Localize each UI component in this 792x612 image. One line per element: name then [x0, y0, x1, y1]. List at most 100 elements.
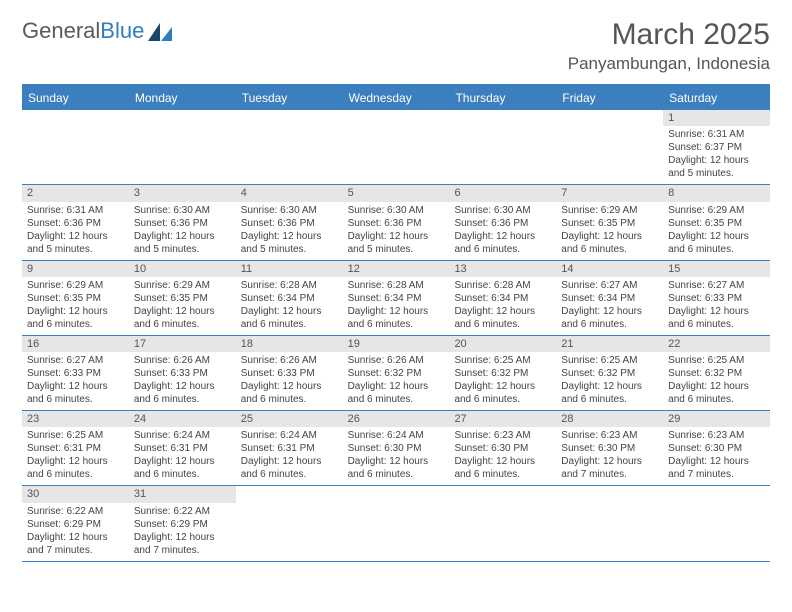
- day-line: Sunset: 6:34 PM: [241, 292, 338, 305]
- day-line: Sunset: 6:29 PM: [27, 518, 124, 531]
- day-cell: 23Sunrise: 6:25 AMSunset: 6:31 PMDayligh…: [22, 411, 129, 485]
- day-number: 4: [236, 185, 343, 201]
- day-line: Sunrise: 6:26 AM: [241, 354, 338, 367]
- month-title: March 2025: [568, 18, 770, 52]
- day-line: Daylight: 12 hours: [27, 531, 124, 544]
- day-line: and 6 minutes.: [241, 318, 338, 331]
- day-line: Daylight: 12 hours: [134, 531, 231, 544]
- day-line: and 6 minutes.: [454, 318, 551, 331]
- day-details: Sunrise: 6:24 AMSunset: 6:31 PMDaylight:…: [236, 427, 343, 485]
- day-cell: 12Sunrise: 6:28 AMSunset: 6:34 PMDayligh…: [343, 261, 450, 335]
- day-cell: 3Sunrise: 6:30 AMSunset: 6:36 PMDaylight…: [129, 185, 236, 259]
- day-details: Sunrise: 6:27 AMSunset: 6:34 PMDaylight:…: [556, 277, 663, 335]
- day-line: and 6 minutes.: [668, 243, 765, 256]
- day-line: Sunset: 6:29 PM: [134, 518, 231, 531]
- day-line: Sunset: 6:31 PM: [241, 442, 338, 455]
- day-line: and 6 minutes.: [27, 318, 124, 331]
- week-row: 1Sunrise: 6:31 AMSunset: 6:37 PMDaylight…: [22, 110, 770, 185]
- day-details: Sunrise: 6:25 AMSunset: 6:32 PMDaylight:…: [449, 352, 556, 410]
- day-details: Sunrise: 6:27 AMSunset: 6:33 PMDaylight:…: [22, 352, 129, 410]
- day-line: Sunrise: 6:30 AM: [134, 204, 231, 217]
- day-details: Sunrise: 6:31 AMSunset: 6:37 PMDaylight:…: [663, 126, 770, 184]
- day-line: and 6 minutes.: [134, 393, 231, 406]
- day-line: and 5 minutes.: [348, 243, 445, 256]
- day-line: Daylight: 12 hours: [134, 305, 231, 318]
- day-line: and 6 minutes.: [134, 318, 231, 331]
- day-line: Sunrise: 6:30 AM: [241, 204, 338, 217]
- day-line: Sunrise: 6:28 AM: [454, 279, 551, 292]
- day-cell: 16Sunrise: 6:27 AMSunset: 6:33 PMDayligh…: [22, 336, 129, 410]
- day-line: Sunset: 6:33 PM: [668, 292, 765, 305]
- day-cell: 24Sunrise: 6:24 AMSunset: 6:31 PMDayligh…: [129, 411, 236, 485]
- day-line: Daylight: 12 hours: [668, 380, 765, 393]
- day-cell: 21Sunrise: 6:25 AMSunset: 6:32 PMDayligh…: [556, 336, 663, 410]
- day-line: Daylight: 12 hours: [27, 380, 124, 393]
- day-number: 23: [22, 411, 129, 427]
- day-line: Sunrise: 6:25 AM: [561, 354, 658, 367]
- day-line: Daylight: 12 hours: [668, 230, 765, 243]
- day-line: Sunrise: 6:26 AM: [348, 354, 445, 367]
- day-cell: 17Sunrise: 6:26 AMSunset: 6:33 PMDayligh…: [129, 336, 236, 410]
- day-line: Sunrise: 6:27 AM: [561, 279, 658, 292]
- day-line: and 5 minutes.: [134, 243, 231, 256]
- day-line: Sunrise: 6:24 AM: [134, 429, 231, 442]
- day-line: Sunrise: 6:22 AM: [27, 505, 124, 518]
- day-line: Sunrise: 6:25 AM: [668, 354, 765, 367]
- day-line: and 6 minutes.: [348, 318, 445, 331]
- day-line: Sunset: 6:36 PM: [27, 217, 124, 230]
- day-line: and 6 minutes.: [241, 393, 338, 406]
- day-line: and 6 minutes.: [134, 468, 231, 481]
- day-details: Sunrise: 6:29 AMSunset: 6:35 PMDaylight:…: [129, 277, 236, 335]
- day-cell: [236, 486, 343, 560]
- day-cell: 31Sunrise: 6:22 AMSunset: 6:29 PMDayligh…: [129, 486, 236, 560]
- day-cell: 18Sunrise: 6:26 AMSunset: 6:33 PMDayligh…: [236, 336, 343, 410]
- day-line: Sunrise: 6:31 AM: [27, 204, 124, 217]
- day-header-cell: Monday: [129, 86, 236, 110]
- day-line: Sunset: 6:30 PM: [348, 442, 445, 455]
- day-line: Sunset: 6:33 PM: [241, 367, 338, 380]
- day-line: Daylight: 12 hours: [668, 305, 765, 318]
- day-number: 16: [22, 336, 129, 352]
- day-cell: [343, 110, 450, 184]
- day-header-cell: Thursday: [449, 86, 556, 110]
- day-line: Sunrise: 6:22 AM: [134, 505, 231, 518]
- day-cell: [236, 110, 343, 184]
- day-header-cell: Friday: [556, 86, 663, 110]
- day-number: 15: [663, 261, 770, 277]
- day-line: Daylight: 12 hours: [134, 380, 231, 393]
- day-line: Sunset: 6:31 PM: [27, 442, 124, 455]
- day-line: Sunrise: 6:29 AM: [134, 279, 231, 292]
- day-line: Daylight: 12 hours: [348, 230, 445, 243]
- day-line: Daylight: 12 hours: [27, 230, 124, 243]
- day-cell: 1Sunrise: 6:31 AMSunset: 6:37 PMDaylight…: [663, 110, 770, 184]
- day-details: Sunrise: 6:25 AMSunset: 6:31 PMDaylight:…: [22, 427, 129, 485]
- day-number: 25: [236, 411, 343, 427]
- day-line: Sunrise: 6:29 AM: [668, 204, 765, 217]
- day-line: Sunset: 6:34 PM: [348, 292, 445, 305]
- week-row: 23Sunrise: 6:25 AMSunset: 6:31 PMDayligh…: [22, 411, 770, 486]
- day-line: Sunrise: 6:31 AM: [668, 128, 765, 141]
- day-number: 22: [663, 336, 770, 352]
- day-line: Daylight: 12 hours: [348, 455, 445, 468]
- day-number: 1: [663, 110, 770, 126]
- day-line: Sunset: 6:35 PM: [668, 217, 765, 230]
- day-line: and 6 minutes.: [27, 468, 124, 481]
- day-number: 29: [663, 411, 770, 427]
- day-details: Sunrise: 6:23 AMSunset: 6:30 PMDaylight:…: [663, 427, 770, 485]
- day-line: Sunrise: 6:26 AM: [134, 354, 231, 367]
- day-number: 18: [236, 336, 343, 352]
- day-line: and 7 minutes.: [668, 468, 765, 481]
- day-line: Sunrise: 6:28 AM: [348, 279, 445, 292]
- day-details: Sunrise: 6:30 AMSunset: 6:36 PMDaylight:…: [343, 202, 450, 260]
- day-cell: 14Sunrise: 6:27 AMSunset: 6:34 PMDayligh…: [556, 261, 663, 335]
- day-line: and 6 minutes.: [27, 393, 124, 406]
- day-details: Sunrise: 6:25 AMSunset: 6:32 PMDaylight:…: [556, 352, 663, 410]
- day-line: Daylight: 12 hours: [134, 230, 231, 243]
- day-cell: [343, 486, 450, 560]
- day-cell: 30Sunrise: 6:22 AMSunset: 6:29 PMDayligh…: [22, 486, 129, 560]
- day-line: and 6 minutes.: [454, 468, 551, 481]
- day-details: Sunrise: 6:27 AMSunset: 6:33 PMDaylight:…: [663, 277, 770, 335]
- day-cell: 5Sunrise: 6:30 AMSunset: 6:36 PMDaylight…: [343, 185, 450, 259]
- calendar: SundayMondayTuesdayWednesdayThursdayFrid…: [22, 84, 770, 562]
- day-details: Sunrise: 6:28 AMSunset: 6:34 PMDaylight:…: [449, 277, 556, 335]
